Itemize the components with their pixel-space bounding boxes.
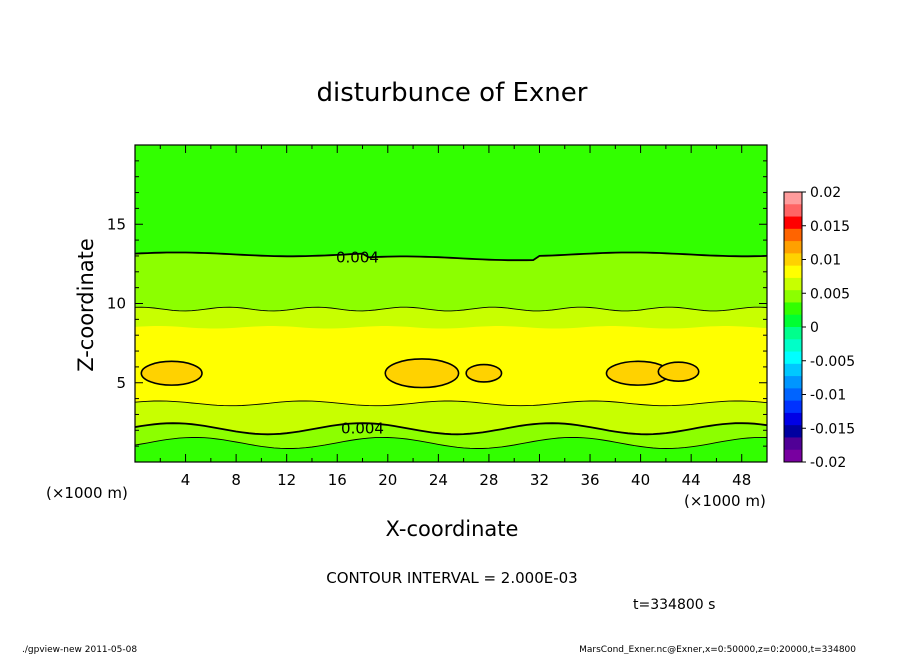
colorbar-ticks: 0.02 0.015 0.01 0.005 0 -0.005 -0.01 -0.015 -0.0… (802, 185, 855, 471)
contour-labels: 0.004 0.004 (336, 249, 384, 438)
colorbar-cell (784, 241, 802, 254)
colorbar-cell (784, 253, 802, 267)
colorbar-cell (784, 228, 802, 242)
x-tick-label: 8 (231, 471, 241, 489)
colorbar-cell (784, 314, 802, 328)
chart-title: disturbunce of Exner (317, 78, 588, 108)
colorbar-cell (784, 302, 802, 316)
time-label: t=334800 s (633, 597, 715, 613)
colorbar-tick-label: 0 (810, 320, 819, 336)
x-tick-label: 48 (732, 471, 751, 489)
colorbar-cell (784, 449, 802, 463)
footer-left: ./gpview-new 2011-05-08 (22, 645, 137, 654)
colorbar-tick-label: -0.01 (810, 388, 846, 404)
colorbar-tick-label: -0.015 (810, 421, 855, 437)
colorbar-cell (784, 204, 802, 218)
colorbar-cell (784, 388, 802, 402)
x-tick-label: 12 (277, 471, 296, 489)
x-tick-label: 40 (631, 471, 650, 489)
y-axis-label: Z-coordinate (74, 238, 98, 372)
x-tick-label: 24 (429, 471, 448, 489)
contour-line (135, 400, 767, 407)
contour-line (135, 251, 767, 262)
x-tick-label: 20 (378, 471, 397, 489)
colorbar-tick-label: -0.02 (810, 455, 846, 471)
x-tick-label: 44 (682, 471, 701, 489)
colorbar-cell (784, 425, 802, 438)
x-unit-right: (×1000 m) (684, 492, 766, 510)
colorbar-cell (784, 376, 802, 389)
x-unit-left: (×1000 m) (46, 484, 128, 502)
colorbar (783, 191, 803, 463)
x-axis-label: X-coordinate (386, 517, 519, 541)
contour-label: 0.004 (341, 420, 384, 438)
x-tick-label: 16 (328, 471, 347, 489)
x-axis: 4 8 12 16 20 24 28 32 36 40 44 48 (159, 145, 768, 489)
colorbar-cell (784, 400, 802, 414)
contour-label: 0.004 (336, 249, 379, 267)
y-tick-label: 10 (107, 295, 126, 313)
colorbar-tick-label: -0.005 (810, 354, 855, 370)
contour-line (135, 436, 767, 449)
y-axis: 5 10 15 (107, 160, 767, 447)
x-tick-label: 4 (181, 471, 191, 489)
x-tick-label: 36 (580, 471, 599, 489)
colorbar-cell (784, 363, 802, 377)
colorbar-cell (784, 290, 802, 303)
contour-blob (384, 358, 460, 389)
y-tick-label: 5 (116, 374, 126, 392)
contour-blob (465, 363, 503, 383)
colorbar-cell (784, 327, 802, 340)
x-tick-label: 28 (479, 471, 498, 489)
colorbar-cell (784, 216, 802, 230)
colorbar-cell (784, 351, 802, 365)
colorbar-tick-label: 0.01 (810, 253, 841, 269)
contour-blob (657, 361, 700, 382)
contour-line (135, 422, 767, 436)
footer-right: MarsCond_Exner.nc@Exner,x=0:50000,z=0:20… (579, 645, 856, 654)
colorbar-cell (784, 437, 802, 451)
contour-blob (140, 360, 203, 386)
colorbar-cell (784, 265, 802, 279)
x-tick-label: 32 (530, 471, 549, 489)
contour-line (135, 306, 767, 312)
colorbar-cell (784, 339, 802, 353)
contour-fill (135, 145, 767, 462)
colorbar-cell (784, 192, 802, 205)
y-tick-label: 15 (107, 215, 126, 233)
colorbar-cell (784, 277, 802, 291)
contour-interval: CONTOUR INTERVAL = 2.000E-03 (326, 569, 577, 587)
colorbar-tick-label: 0.02 (810, 185, 841, 201)
colorbar-cell (784, 412, 802, 426)
colorbar-tick-label: 0.015 (810, 219, 850, 235)
colorbar-tick-label: 0.005 (810, 286, 850, 302)
